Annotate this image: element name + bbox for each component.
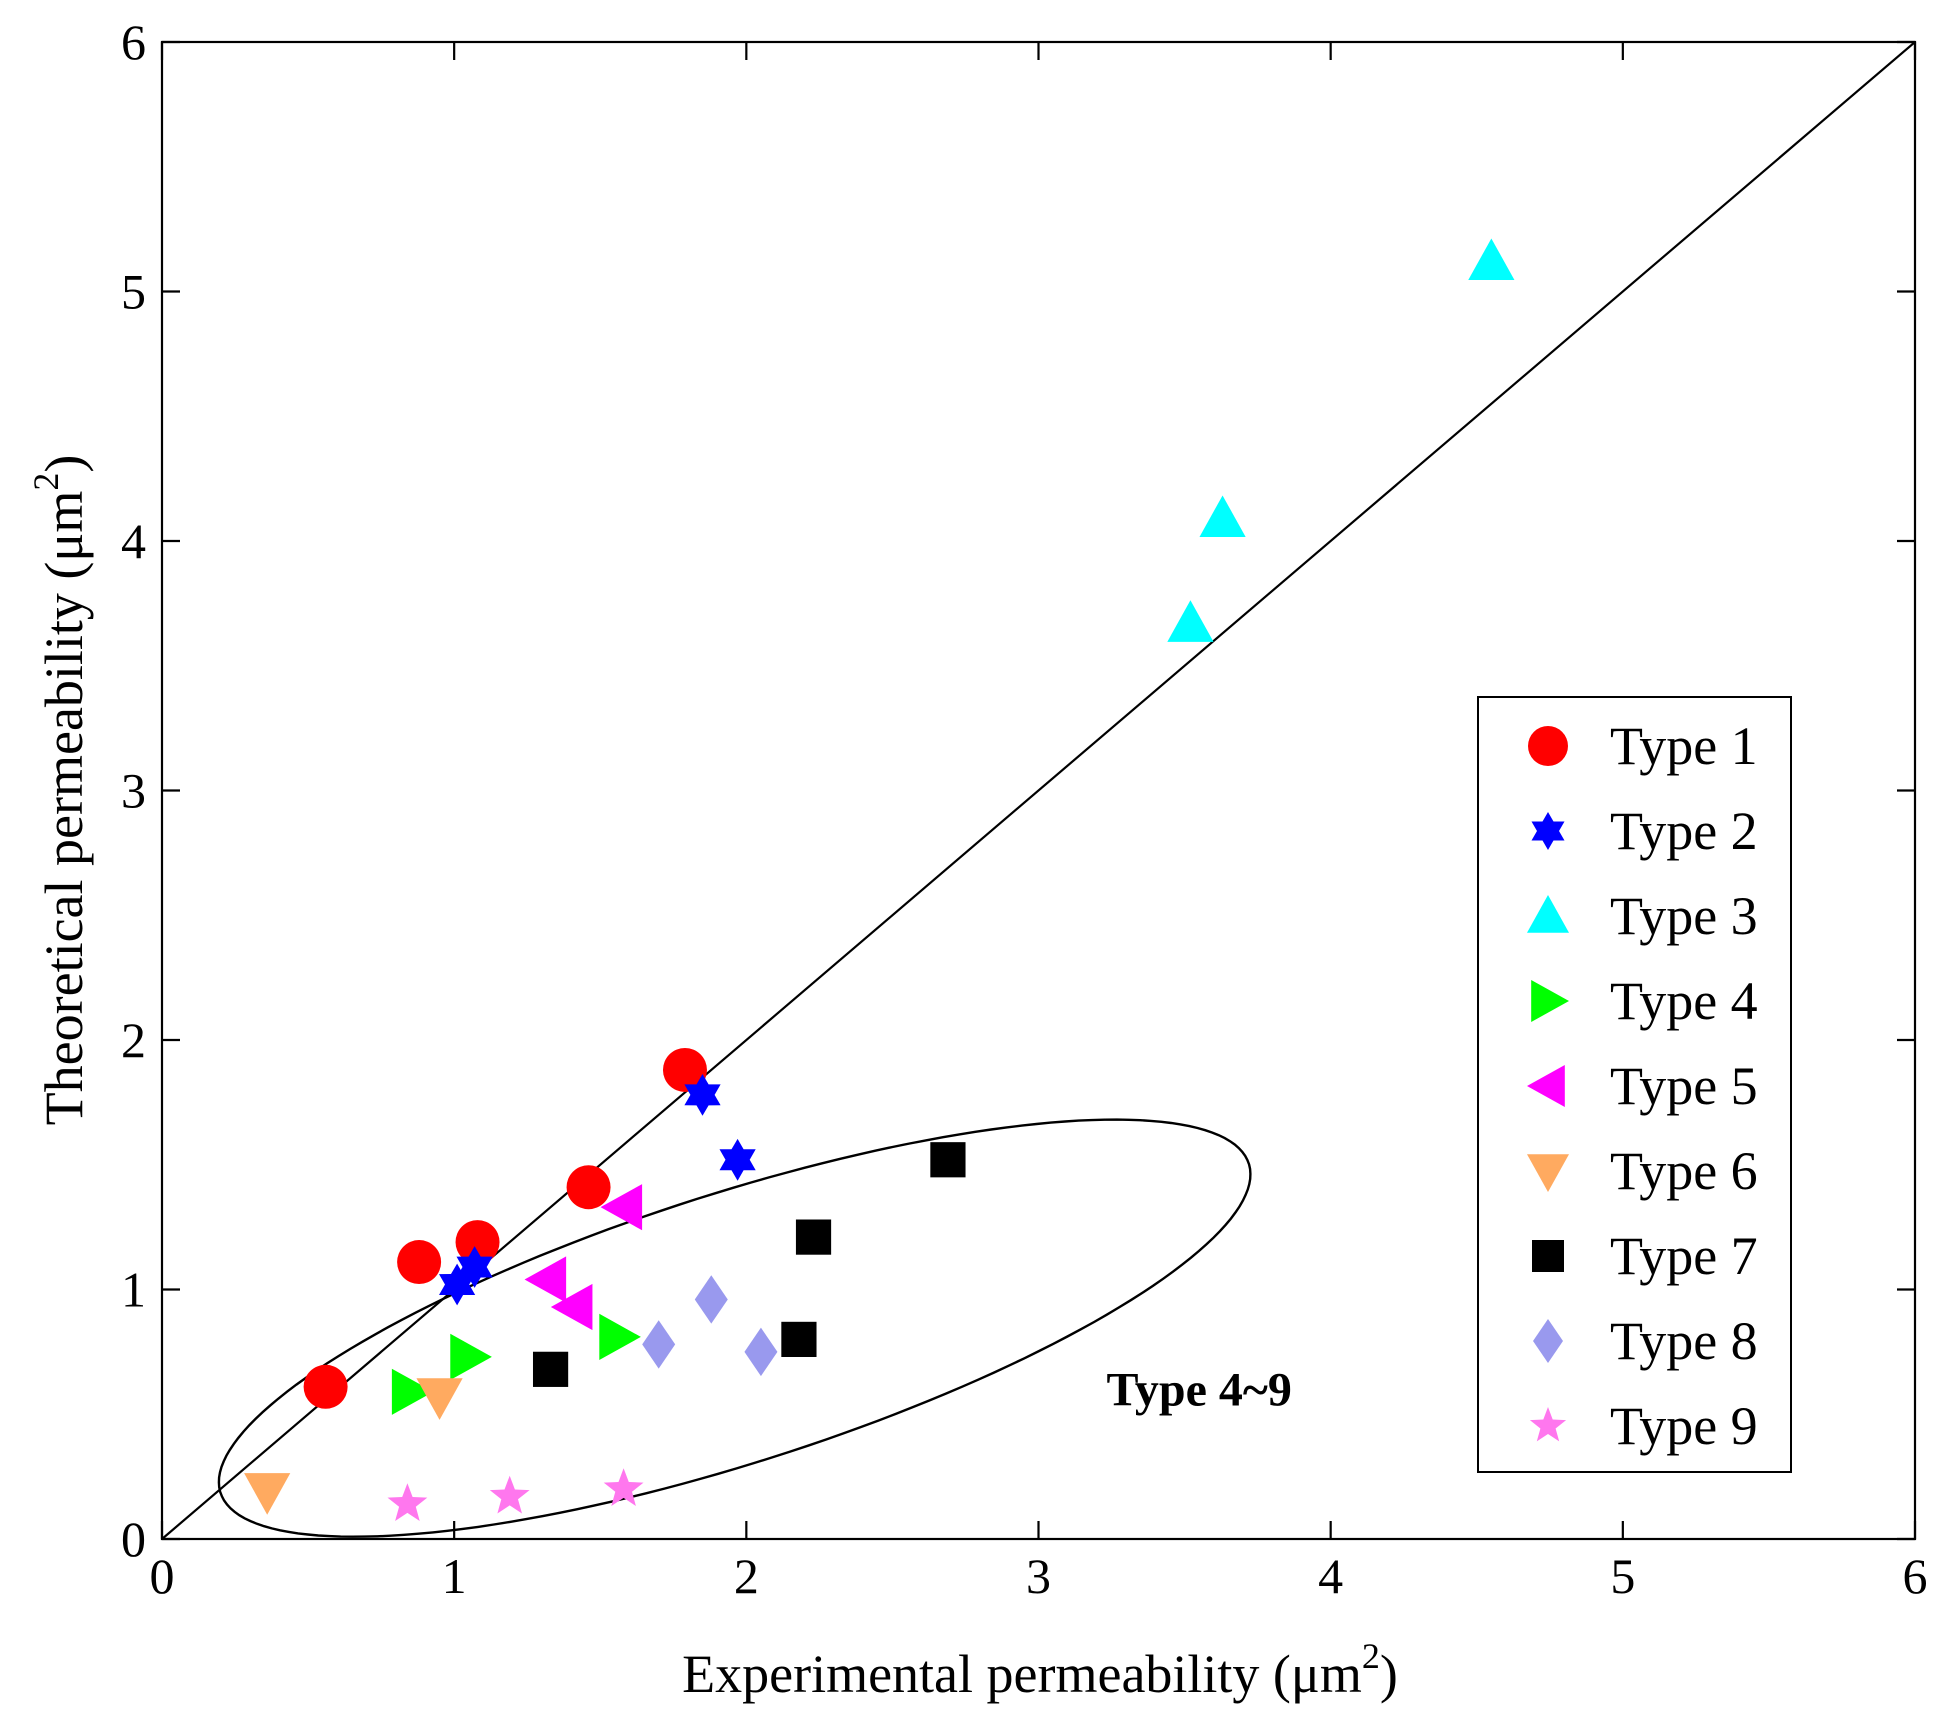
data-point [795, 1219, 832, 1255]
data-point [600, 1184, 643, 1231]
data-point [416, 1378, 463, 1420]
legend-entry: Type 5 [1527, 1056, 1758, 1116]
x-tick-label: 4 [1318, 1548, 1343, 1604]
legend-label: Type 5 [1610, 1056, 1758, 1116]
legend-marker [1527, 895, 1569, 933]
series-6 [244, 1378, 463, 1515]
legend-marker [1531, 980, 1569, 1022]
series-5 [524, 1184, 643, 1331]
legend-entry: Type 7 [1532, 1226, 1758, 1286]
y-tick-label: 1 [121, 1262, 146, 1318]
data-point [1167, 600, 1214, 642]
data-point [450, 1333, 492, 1380]
data-point [694, 1275, 728, 1324]
data-point [244, 1473, 291, 1515]
x-axis-title: Experimental permeability (μm2) [682, 1636, 1398, 1704]
series-1 [303, 1047, 707, 1409]
series-8 [642, 1275, 778, 1377]
data-point [642, 1320, 676, 1369]
x-tick-label: 5 [1610, 1548, 1635, 1604]
legend-entry: Type 8 [1533, 1311, 1758, 1371]
x-tick-label: 2 [734, 1548, 759, 1604]
legend: Type 1 Type 2 Type 3 Type 4 Type 5 Type 6 Type… [1477, 696, 1792, 1473]
series-2 [439, 1074, 756, 1306]
data-point [524, 1256, 567, 1303]
data-point [599, 1313, 641, 1361]
data-point [662, 1047, 707, 1092]
annotation-label: Type 4~9 [1106, 1363, 1291, 1416]
data-point [456, 1246, 493, 1288]
series-3 [1167, 238, 1515, 642]
data-point [744, 1327, 778, 1377]
series-7 [532, 1142, 966, 1387]
data-point [1199, 495, 1246, 538]
data-point [566, 1165, 611, 1210]
legend-marker [1532, 1240, 1564, 1272]
data-point [387, 1483, 428, 1521]
y-tick-label: 5 [121, 264, 146, 320]
legend-entry: Type 9 [1529, 1396, 1758, 1456]
x-tick-label: 6 [1903, 1548, 1928, 1604]
data-point [781, 1321, 817, 1357]
legend-marker [1527, 1065, 1565, 1107]
legend-label: Type 2 [1610, 801, 1758, 861]
legend-label: Type 3 [1610, 886, 1758, 946]
legend-label: Type 1 [1610, 716, 1758, 776]
legend-marker [1533, 1319, 1563, 1363]
data-point [550, 1283, 593, 1331]
y-tick-label: 6 [121, 14, 146, 70]
x-tick-label: 1 [442, 1548, 467, 1604]
legend-label: Type 4 [1610, 971, 1758, 1031]
ticks-layer: 0 1 2 3 4 5 6 0 1 2 3 4 5 6 [121, 14, 1928, 1604]
data-point [303, 1364, 348, 1409]
data-point [397, 1240, 442, 1285]
y-tick-label: 2 [121, 1012, 146, 1068]
legend-label: Type 6 [1610, 1141, 1758, 1201]
legend-label: Type 7 [1610, 1226, 1758, 1286]
legend-marker [1528, 726, 1568, 766]
legend-marker [1531, 812, 1565, 850]
data-point [455, 1220, 500, 1265]
data-point [532, 1351, 569, 1387]
data-point [603, 1468, 644, 1506]
annotation-layer [217, 1118, 1252, 1538]
y-tick-label: 3 [121, 763, 146, 819]
data-point [930, 1142, 966, 1178]
x-tick-label: 3 [1026, 1548, 1051, 1604]
legend-marker [1527, 1154, 1569, 1192]
legend-entry: Type 2 [1531, 801, 1758, 861]
legend-label: Type 8 [1610, 1311, 1758, 1371]
series-4 [391, 1313, 641, 1415]
legend-entry: Type 1 [1528, 716, 1758, 776]
x-tick-label: 0 [150, 1548, 175, 1604]
y-tick-label: 4 [121, 513, 146, 569]
legend-entry: Type 4 [1531, 971, 1758, 1031]
series-9 [387, 1468, 644, 1521]
data-point [489, 1475, 530, 1514]
data-point [719, 1138, 756, 1181]
y-tick-label: 0 [121, 1511, 146, 1567]
y-axis-title: Theoretical permeability (μm2) [26, 455, 94, 1126]
cluster-ellipse [217, 1118, 1252, 1538]
legend-marker [1529, 1407, 1567, 1442]
data-point [1468, 238, 1515, 281]
legend-label: Type 9 [1610, 1396, 1758, 1456]
data-point [684, 1074, 721, 1116]
legend-entry: Type 3 [1527, 886, 1758, 946]
data-point [391, 1368, 434, 1415]
data-points-layer [244, 238, 1515, 1521]
legend-entry: Type 6 [1527, 1141, 1758, 1201]
